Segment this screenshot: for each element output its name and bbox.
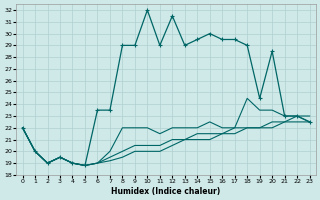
X-axis label: Humidex (Indice chaleur): Humidex (Indice chaleur) bbox=[111, 187, 221, 196]
